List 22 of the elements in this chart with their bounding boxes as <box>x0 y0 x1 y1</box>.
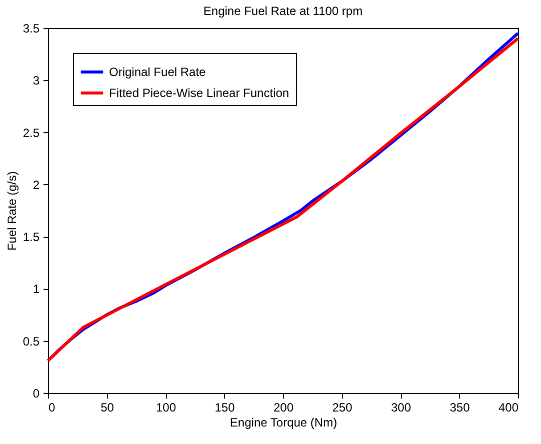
x-tick-label: 0 <box>48 400 56 414</box>
x-tick-label: 300 <box>390 400 412 414</box>
x-tick-label: 150 <box>214 400 236 414</box>
y-axis-title: Fuel Rate (g/s) <box>4 171 19 251</box>
y-tick-label: 0 <box>32 386 40 400</box>
x-tick-label: 250 <box>332 400 353 414</box>
x-axis-title: Engine Torque (Nm) <box>230 416 338 430</box>
x-tick-label: 200 <box>273 400 294 414</box>
y-tick-label: 3.5 <box>22 22 40 36</box>
legend-label: Original Fuel Rate <box>109 65 206 79</box>
y-tick-label: 2.5 <box>22 126 40 140</box>
y-tick-label: 0.5 <box>22 334 40 348</box>
chart-title: Engine Fuel Rate at 1100 rpm <box>203 4 363 18</box>
y-tick-label: 3 <box>32 74 40 88</box>
x-tick-label: 50 <box>100 400 114 414</box>
legend-label: Fitted Piece-Wise Linear Function <box>109 86 290 100</box>
y-tick-label: 1.5 <box>22 230 40 244</box>
y-tick-label: 1 <box>32 282 40 296</box>
x-tick-label: 100 <box>156 400 176 414</box>
x-tick-label: 400 <box>498 400 519 414</box>
x-tick-label: 350 <box>450 400 470 414</box>
y-tick-label: 2 <box>32 178 40 192</box>
